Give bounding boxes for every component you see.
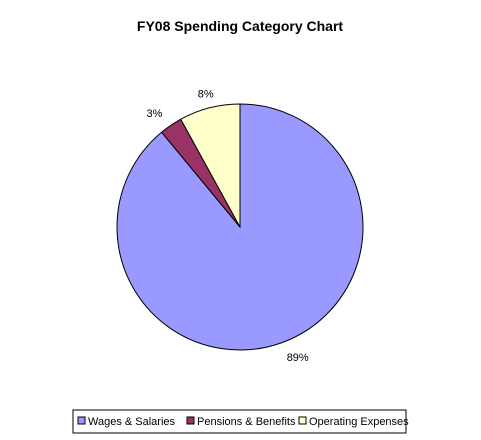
legend-label-pensions-and-benefits: Pensions & Benefits [197,416,296,428]
data-label-wages-and-salaries: 89% [287,352,309,364]
data-label-pensions-and-benefits: 3% [146,108,162,120]
chart-title: FY08 Spending Category Chart [137,18,343,34]
legend-box [72,409,407,434]
legend: Wages & Salaries Pensions & Benefits Opera… [72,409,409,434]
legend-swatch-operating-expenses [298,416,307,425]
legend-swatch-wages-and-salaries [77,416,86,425]
data-label-operating-expenses: 8% [198,88,214,100]
pie-data-labels: 89% 3% 8% [146,88,309,364]
legend-label-operating-expenses: Operating Expenses [309,416,409,428]
pie-slices [116,103,364,351]
legend-label-wages-and-salaries: Wages & Salaries [88,416,176,428]
legend-swatch-pensions-and-benefits [186,416,195,425]
pie-slice-operating-expenses [180,103,241,228]
